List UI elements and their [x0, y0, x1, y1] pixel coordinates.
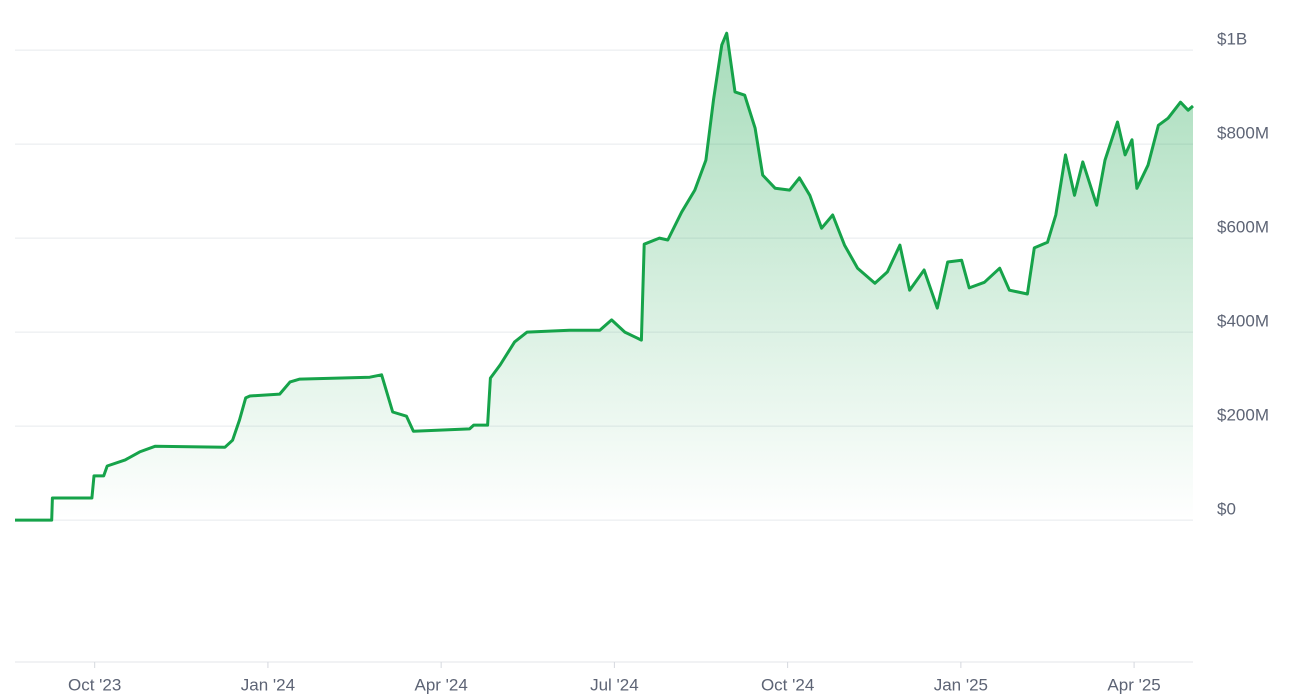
y-tick-label: $600M: [1217, 218, 1269, 237]
y-tick-label: $400M: [1217, 312, 1269, 331]
x-tick-label: Oct '24: [761, 675, 814, 694]
x-tick-label: Apr '25: [1107, 675, 1160, 694]
y-tick-label: $0: [1217, 500, 1236, 519]
x-tick-label: Jan '25: [934, 675, 988, 694]
x-tick-label: Oct '23: [68, 675, 121, 694]
y-tick-label: $200M: [1217, 406, 1269, 425]
area-fill: [15, 33, 1193, 521]
y-tick-label: $1B: [1217, 30, 1247, 49]
x-tick-label: Jan '24: [241, 675, 295, 694]
y-tick-label: $800M: [1217, 124, 1269, 143]
x-tick-label: Apr '24: [414, 675, 467, 694]
x-tick-label: Jul '24: [590, 675, 639, 694]
line: [15, 31, 1194, 522]
